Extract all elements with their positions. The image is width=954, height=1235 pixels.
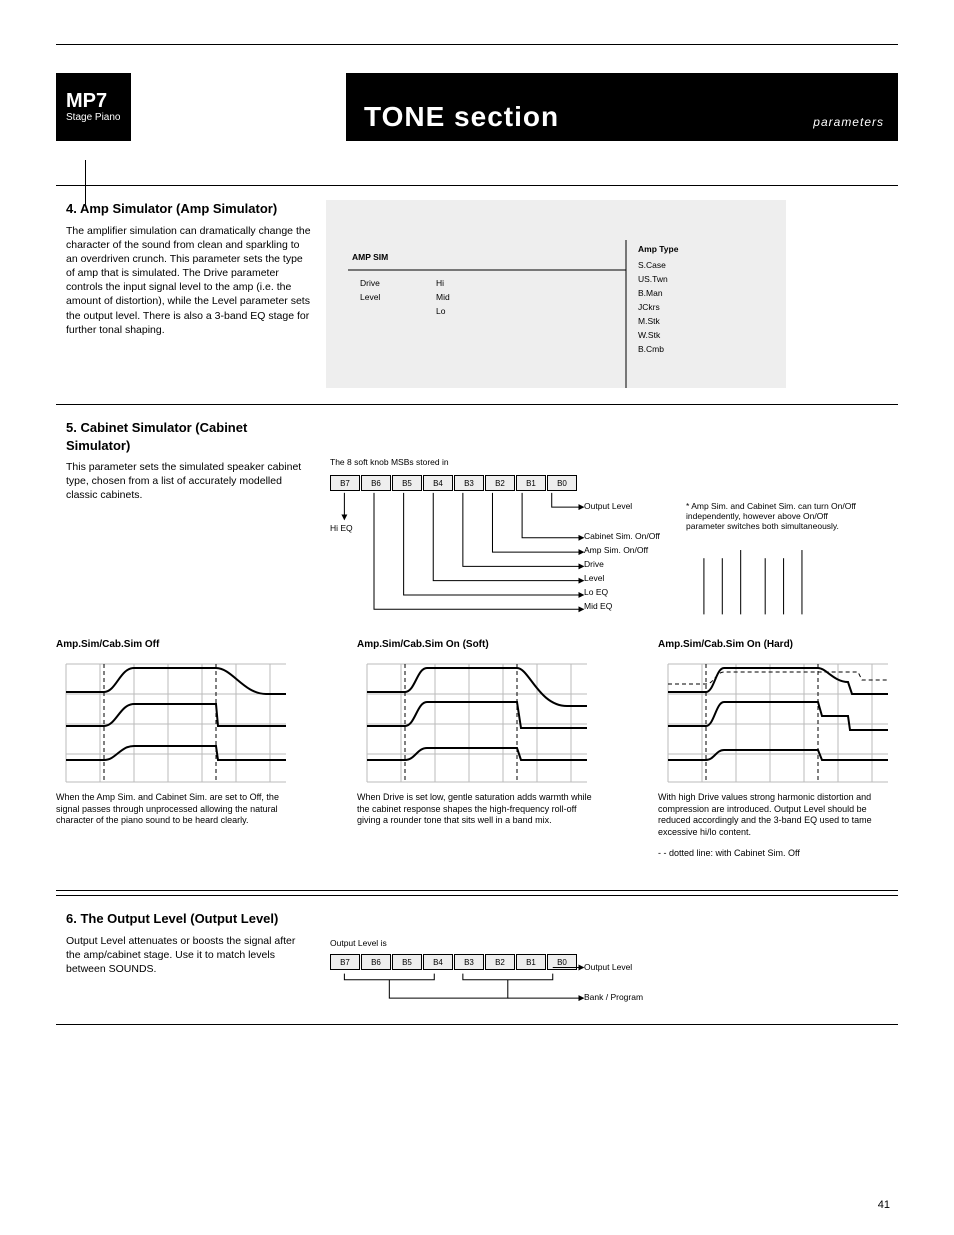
amp-type-6: W.Stk bbox=[638, 330, 660, 340]
bit-target-2: Cabinet Sim. On/Off bbox=[584, 531, 660, 541]
mid-rule bbox=[56, 890, 898, 891]
amp-type-7: B.Cmb bbox=[638, 344, 664, 354]
model-badge: MP7 Stage Piano bbox=[56, 73, 131, 141]
section-output-level-text: 6. The Output Level (Output Level) Outpu… bbox=[56, 896, 326, 1016]
amp-type-3: B.Man bbox=[638, 288, 663, 298]
cab-sim-heading: 5. Cabinet Simulator (Cabinet Simulator) bbox=[66, 419, 312, 454]
chart-c: Amp.Sim/Cab.Sim On (Hard) With high Driv… bbox=[658, 639, 898, 868]
bit-target-5: Level bbox=[584, 573, 604, 583]
chart-c-dashnote: - - dotted line: with Cabinet Sim. Off bbox=[658, 848, 898, 860]
badge-guide-line bbox=[85, 160, 86, 204]
amp-eq-mid: Mid bbox=[436, 292, 450, 302]
amp-type-4: JCkrs bbox=[638, 302, 660, 312]
header-bar: MP7 Stage Piano TONE section parameters bbox=[56, 73, 898, 141]
chart-b-caption: When Drive is set low, gentle saturation… bbox=[357, 792, 597, 827]
page: MP7 Stage Piano TONE section parameters … bbox=[0, 0, 954, 1235]
chart-a-caption: When the Amp Sim. and Cabinet Sim. are s… bbox=[56, 792, 296, 827]
page-number: 41 bbox=[878, 1199, 890, 1211]
chart-a: Amp.Sim/Cab.Sim Off When the Amp Sim. an… bbox=[56, 639, 296, 868]
section-cab-sim-text: 5. Cabinet Simulator (Cabinet Simulator)… bbox=[56, 405, 326, 625]
amp-type-2: US.Twn bbox=[638, 274, 668, 284]
title-main: TONE section bbox=[364, 101, 559, 133]
model-code: MP7 bbox=[66, 90, 107, 112]
amp-eq-lo: Lo bbox=[436, 306, 445, 316]
section-amp-sim-diag: AMP SIM Drive Level Hi Mid Lo Amp Type S… bbox=[326, 186, 898, 388]
top-rule bbox=[56, 44, 898, 45]
response-charts: Amp.Sim/Cab.Sim Off When the Amp Sim. an… bbox=[56, 639, 898, 868]
amp-sim-body: The amplifier simulation can dramaticall… bbox=[66, 224, 312, 337]
section-cab-sim-diag: The 8 soft knob MSBs stored in B7 B6 B5 … bbox=[326, 405, 898, 625]
amp-sim-stage-label: AMP SIM bbox=[352, 252, 388, 262]
chart-b-title: Amp.Sim/Cab.Sim On (Soft) bbox=[357, 639, 597, 650]
output-level-body: Output Level attenuates or boosts the si… bbox=[66, 934, 312, 977]
bit-target-7: Mid EQ bbox=[584, 601, 612, 611]
amp-sim-heading: 4. Amp Simulator (Amp Simulator) bbox=[66, 200, 312, 218]
model-sub: Stage Piano bbox=[66, 113, 121, 123]
amp-eq-hi: Hi bbox=[436, 278, 444, 288]
output-level-heading: 6. The Output Level (Output Level) bbox=[66, 910, 312, 928]
title-sub: parameters bbox=[813, 115, 884, 133]
bit-target-1: Output Level bbox=[584, 501, 632, 511]
title-bar: TONE section parameters bbox=[346, 73, 898, 141]
section-output-level: 6. The Output Level (Output Level) Outpu… bbox=[56, 895, 898, 1016]
amp-type-col-label: Amp Type bbox=[638, 244, 678, 254]
output-level-diag: Output Level is B7 B6 B5 B4 B3 B2 B1 B0 bbox=[326, 896, 898, 1016]
outlvl-target-1: Output Level bbox=[584, 962, 632, 972]
chart-c-title: Amp.Sim/Cab.Sim On (Hard) bbox=[658, 639, 898, 650]
bit-target-3: Amp Sim. On/Off bbox=[584, 545, 648, 555]
section-amp-sim: 4. Amp Simulator (Amp Simulator) The amp… bbox=[56, 185, 898, 388]
chart-b: Amp.Sim/Cab.Sim On (Soft) When Drive is … bbox=[357, 639, 597, 868]
chart-c-caption: With high Drive values strong harmonic d… bbox=[658, 792, 898, 839]
amp-knob-level: Level bbox=[360, 292, 380, 302]
amp-type-1: S.Case bbox=[638, 260, 666, 270]
chart-a-title: Amp.Sim/Cab.Sim Off bbox=[56, 639, 296, 650]
amp-type-5: M.Stk bbox=[638, 316, 660, 326]
bit-target-4: Drive bbox=[584, 559, 604, 569]
bottom-rule bbox=[56, 1024, 898, 1025]
cab-sim-body: This parameter sets the simulated speake… bbox=[66, 460, 312, 503]
knob-bit-diagram: The 8 soft knob MSBs stored in B7 B6 B5 … bbox=[326, 405, 898, 625]
bit-side-note: * Amp Sim. and Cabinet Sim. can turn On/… bbox=[686, 501, 856, 532]
outlvl-target-2: Bank / Program bbox=[584, 992, 643, 1002]
bit-target-6: Lo EQ bbox=[584, 587, 608, 597]
section-amp-sim-text: 4. Amp Simulator (Amp Simulator) The amp… bbox=[56, 186, 326, 388]
amp-sim-diagram: AMP SIM Drive Level Hi Mid Lo Amp Type S… bbox=[326, 200, 786, 388]
section-cab-sim: 5. Cabinet Simulator (Cabinet Simulator)… bbox=[56, 404, 898, 625]
amp-knob-drive: Drive bbox=[360, 278, 380, 288]
bit-target-0: Hi EQ bbox=[330, 523, 353, 533]
